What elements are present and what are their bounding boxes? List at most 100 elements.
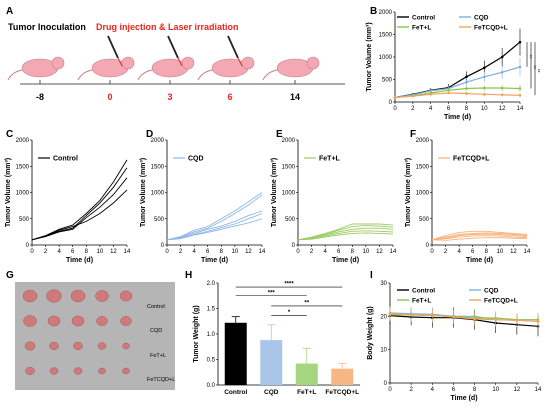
data-point — [409, 313, 413, 316]
mouse-head — [241, 56, 255, 70]
timeline-day-label: 3 — [167, 92, 172, 102]
legend-label: Control — [412, 288, 435, 295]
timeline-day-label: 6 — [227, 92, 232, 102]
mouse-tail — [197, 69, 213, 81]
panel-letter-h: H — [185, 270, 192, 281]
x-tick-label: 4 — [431, 387, 435, 393]
legend-label: CQD — [474, 15, 489, 22]
y-tick-label: 2000 — [416, 138, 430, 144]
individual-curve — [166, 213, 263, 241]
tumor-sample — [96, 316, 108, 326]
data-point — [500, 86, 504, 90]
x-tick-label: 0 — [388, 387, 392, 393]
y-tick-label: 2.0 — [207, 281, 216, 287]
y-tick-label: 2000 — [16, 138, 30, 144]
x-tick-label: 12 — [514, 387, 521, 393]
mouse-icon — [7, 56, 65, 81]
series-line — [389, 315, 539, 327]
x-tick-label: 4 — [323, 249, 327, 255]
y-tick-label: 1500 — [282, 164, 296, 170]
data-point — [500, 71, 504, 74]
x-tick-label: 10 — [232, 249, 239, 255]
bar — [260, 340, 283, 385]
x-tick-label: 10 — [481, 106, 488, 112]
series-line — [394, 66, 521, 99]
y-tick-label: 2000 — [282, 138, 296, 144]
panel-g-tumor-photo: Control CQD FeT+L FeTCQD+L — [15, 282, 175, 390]
timeline-day-label: 14 — [290, 92, 300, 102]
data-point — [536, 320, 540, 323]
significance-label: **** — [284, 282, 294, 288]
legend-label: FeTCQD+L — [484, 298, 518, 305]
panel-letter-e: E — [276, 129, 283, 140]
panel-letter-a: A — [6, 6, 13, 17]
y-tick-label: 1.5 — [207, 307, 216, 313]
legend-label: Control — [412, 15, 435, 22]
panel-letter-d: D — [146, 129, 153, 140]
x-tick-label: 8 — [85, 249, 89, 255]
individual-curve — [31, 177, 128, 241]
mouse-icon — [197, 35, 255, 81]
data-point — [452, 315, 455, 319]
panel-letter-i: I — [370, 270, 373, 281]
x-tick-label: FeT+L — [297, 389, 316, 396]
x-tick-label: 10 — [363, 249, 370, 255]
individual-curve — [166, 210, 263, 241]
mouse-tail — [7, 69, 23, 81]
data-point — [411, 94, 415, 98]
individual-curve — [297, 227, 394, 241]
x-tick-label: 6 — [447, 106, 451, 112]
x-tick-label: 14 — [524, 249, 531, 255]
data-point — [430, 314, 434, 317]
y-tick-label: 500 — [419, 217, 430, 223]
x-tick-label: 14 — [259, 249, 266, 255]
series-fetcqd-l — [393, 91, 522, 99]
data-point — [482, 66, 486, 70]
x-tick-label: 6 — [71, 249, 75, 255]
x-tick-label: 14 — [517, 106, 524, 112]
x-tick-label: Control — [224, 389, 247, 396]
tumor-sample — [49, 367, 59, 375]
legend-label: CQD — [188, 156, 204, 163]
x-tick-label: 10 — [492, 387, 499, 393]
x-tick-label: 8 — [351, 249, 355, 255]
data-point — [482, 86, 486, 90]
significance-label: ** — [526, 55, 532, 59]
legend-label: FeTCQD+L — [453, 156, 490, 163]
data-point — [515, 319, 519, 322]
timeline-treatment-label: Drug injection & Laser irradiation — [96, 22, 239, 32]
y-tick-label: 0 — [426, 243, 430, 249]
panel-letter-b: B — [370, 6, 377, 17]
legend-label: FeT+L — [412, 298, 431, 305]
tumor-sample — [71, 315, 85, 327]
tumor-sample — [22, 289, 38, 303]
laser-beam-icon — [237, 57, 243, 67]
data-point — [388, 312, 392, 315]
x-tick-label: 8 — [485, 249, 489, 255]
x-tick-label: 14 — [535, 387, 542, 393]
chart-panel-d: 0 500 1000 1500 2000 0 2 4 6 8 10 12 14 Time (d) Tumor… — [140, 138, 266, 264]
x-tick-label: 6 — [206, 249, 210, 255]
x-tick-label: FeTCQD+L — [325, 389, 359, 396]
series-line — [389, 313, 539, 322]
x-tick-label: CQD — [264, 389, 279, 396]
bar — [331, 368, 354, 385]
tumor-sample — [97, 342, 107, 350]
syringe-icon — [107, 35, 119, 59]
x-tick-label: 8 — [220, 249, 224, 255]
y-axis-label: Tumor Volume (mm³) — [5, 158, 12, 227]
individual-curve — [431, 232, 528, 241]
y-tick-label: 500 — [285, 217, 296, 223]
data-point — [447, 91, 450, 95]
y-tick-label: 1.0 — [207, 332, 216, 338]
mouse-tail — [77, 69, 93, 81]
data-point — [500, 93, 504, 97]
y-tick-label: 0 — [292, 243, 296, 249]
y-axis-label: Tumor Volume (mm³) — [366, 22, 373, 91]
x-axis-label: Time (d) — [450, 395, 477, 402]
tumor-sample — [23, 315, 37, 327]
tumor-sample — [122, 367, 130, 375]
mouse-tail — [262, 69, 278, 81]
bar — [295, 363, 318, 385]
y-tick-label: 10 — [380, 348, 387, 354]
